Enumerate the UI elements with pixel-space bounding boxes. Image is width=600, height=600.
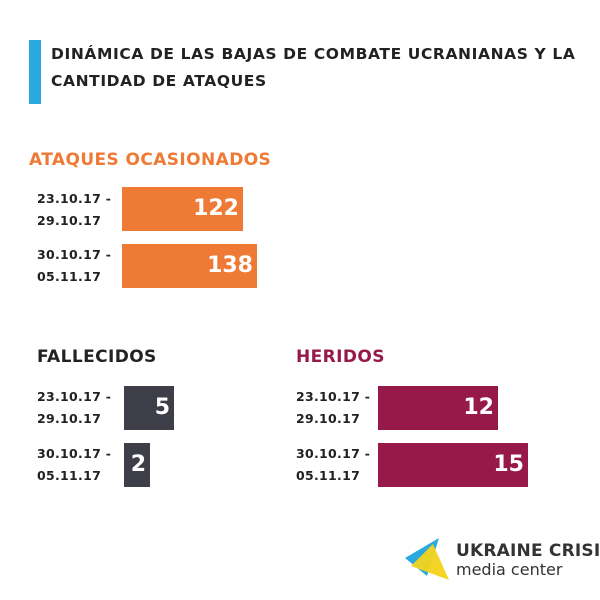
killed-chart-title: FALLECIDOS xyxy=(37,347,157,367)
killed-date-label-1: 23.10.17 - 29.10.17 xyxy=(37,389,112,426)
wounded-bar-1: 12 xyxy=(378,386,498,430)
attacks-date-label-1: 23.10.17 - 29.10.17 xyxy=(37,191,112,228)
wounded-date-label-1: 23.10.17 - 29.10.17 xyxy=(296,389,371,426)
killed-value-label-2: 2 xyxy=(130,452,146,477)
wounded-chart-title: HERIDOS xyxy=(296,347,385,367)
wounded-date-label-2: 30.10.17 - 05.11.17 xyxy=(296,446,371,483)
attacks-bar-1: 122 xyxy=(122,187,243,231)
killed-bar-1: 5 xyxy=(124,386,174,430)
logo-line1: UKRAINE CRISIS xyxy=(456,541,600,561)
killed-date-label-2: 30.10.17 - 05.11.17 xyxy=(37,446,112,483)
ukraine-crisis-logo: UKRAINE CRISIS media center xyxy=(403,536,600,584)
attacks-value-label-2: 138 xyxy=(207,253,253,278)
attacks-date-label-2: 30.10.17 - 05.11.17 xyxy=(37,247,112,284)
killed-bar-2: 2 xyxy=(124,443,150,487)
logo-line2: media center xyxy=(456,560,563,579)
wounded-value-label-1: 12 xyxy=(463,395,494,420)
wounded-value-label-2: 15 xyxy=(493,452,524,477)
attacks-chart-title: ATAQUES OCASIONADOS xyxy=(29,150,272,170)
attacks-bar-2: 138 xyxy=(122,244,257,288)
wounded-bar-2: 15 xyxy=(378,443,528,487)
page-title: DINÁMICA DE LAS BAJAS DE COMBATE UCRANIA… xyxy=(51,45,576,90)
attacks-value-label-1: 122 xyxy=(193,196,239,221)
logo-triangles-icon xyxy=(405,538,449,580)
title-accent-bar xyxy=(29,40,41,104)
killed-value-label-1: 5 xyxy=(154,395,170,420)
